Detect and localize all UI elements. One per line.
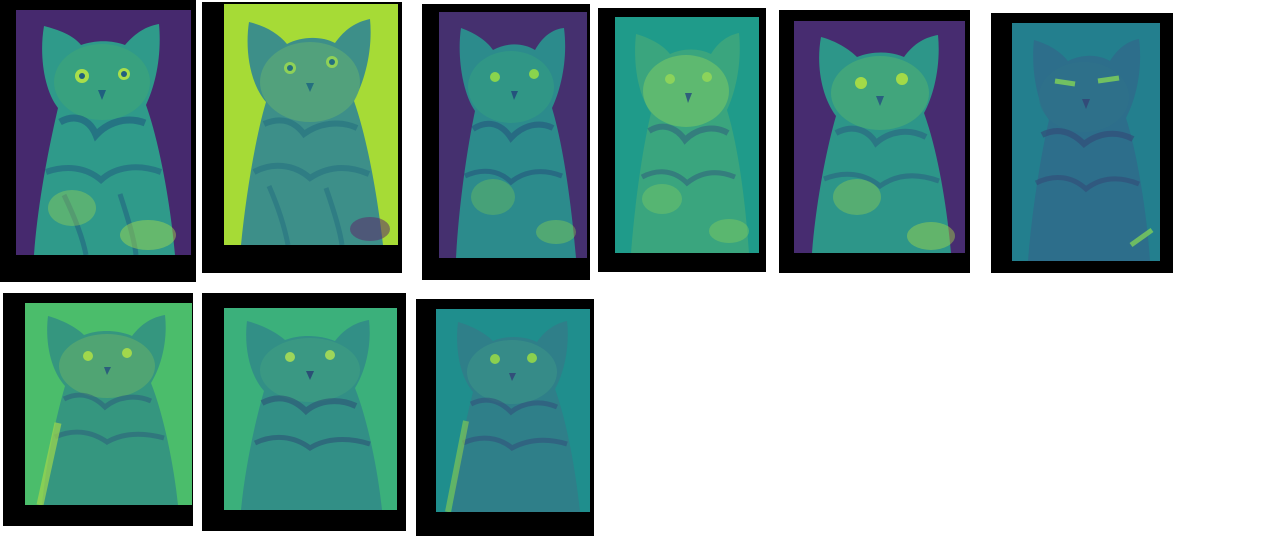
cat-image (25, 303, 192, 505)
feature-map-frame-9 (416, 299, 594, 536)
feature-map-frame-1 (0, 0, 196, 282)
feature-map-frame-8 (202, 293, 406, 531)
feature-map-5 (794, 21, 965, 253)
cat-image (16, 10, 191, 255)
feature-map-9 (436, 309, 590, 512)
feature-map-frame-6 (991, 13, 1173, 273)
feature-map-1 (16, 10, 191, 255)
feature-map-7 (25, 303, 192, 505)
feature-map-frame-5 (779, 10, 970, 273)
feature-map-4 (615, 17, 759, 253)
feature-map-frame-3 (422, 4, 590, 280)
feature-map-8 (224, 308, 397, 510)
feature-map-frame-2 (202, 2, 402, 273)
cat-image (615, 17, 759, 253)
cat-image (436, 309, 590, 512)
cat-image (439, 12, 587, 258)
cat-image (1012, 23, 1160, 261)
cat-image (794, 21, 965, 253)
feature-map-frame-4 (598, 8, 766, 272)
feature-map-3 (439, 12, 587, 258)
feature-map-frame-7 (3, 293, 193, 526)
cat-image (224, 4, 398, 245)
feature-map-6 (1012, 23, 1160, 261)
feature-map-2 (224, 4, 398, 245)
cat-image (224, 308, 397, 510)
